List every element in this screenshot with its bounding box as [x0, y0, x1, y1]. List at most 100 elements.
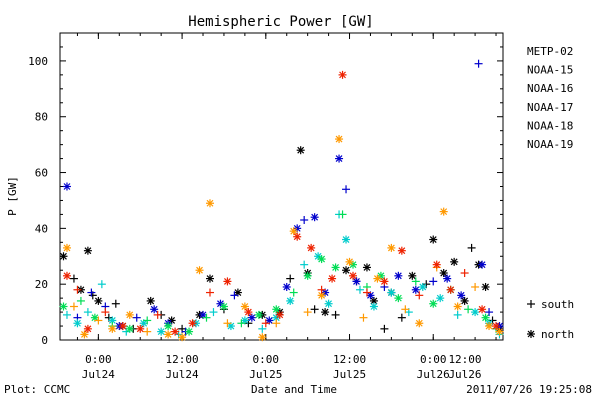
data-point-south [467, 243, 476, 252]
data-point-north-d2 [126, 325, 134, 333]
legend-entry: METP-02 [527, 45, 573, 58]
data-point-north-d2 [433, 261, 441, 269]
data-point-south [69, 274, 78, 283]
data-point-north-d2 [339, 71, 346, 79]
data-point-north [478, 305, 487, 314]
data-point-north-d2 [412, 286, 420, 294]
data-point-north-d2 [199, 311, 207, 319]
data-point-north-d2 [436, 294, 444, 302]
data-point-south [453, 310, 462, 319]
data-point-north-d2 [108, 317, 116, 324]
data-point-south [209, 308, 218, 317]
data-point-north-d2 [84, 325, 92, 333]
data-point-north-d2 [255, 311, 263, 319]
data-point-north-d2 [206, 275, 214, 283]
data-point-north [453, 302, 462, 311]
data-point-north-d2 [457, 291, 465, 299]
data-point-north [457, 291, 466, 300]
data-point-north-d2 [283, 283, 291, 291]
data-point-north-d2 [276, 311, 284, 319]
data-point-north-d2 [74, 319, 81, 327]
data-point-north-d2 [440, 269, 448, 277]
data-point-south [429, 277, 438, 286]
data-point-north-d2 [220, 303, 228, 310]
data-point-north [272, 305, 281, 314]
data-point-north [205, 274, 214, 283]
data-point-north [59, 302, 68, 311]
data-point-south [355, 285, 364, 294]
data-point-north [62, 182, 71, 191]
data-point-north [62, 271, 71, 280]
data-point-north [411, 285, 420, 294]
x-tick-date: Jul24 [82, 368, 115, 381]
data-point-north-d2 [157, 328, 165, 336]
data-point-north [188, 319, 197, 328]
data-point-north [429, 235, 438, 244]
data-point-north-d2 [307, 244, 315, 252]
data-point-south [101, 308, 110, 317]
data-point-north-d2 [286, 297, 294, 305]
data-point-north-d2 [363, 264, 371, 271]
data-point-north-d2 [394, 272, 402, 280]
data-point-south [73, 285, 82, 294]
data-point-north-d2 [454, 303, 462, 310]
data-point-north-d2 [178, 333, 186, 341]
data-point-north-d2 [398, 247, 406, 255]
data-point-north [282, 282, 291, 291]
y-axis-label: P [GW] [6, 176, 19, 216]
data-point-north [481, 313, 490, 322]
data-point-north [108, 324, 117, 333]
data-point-south [258, 324, 267, 333]
data-point-north [62, 243, 71, 252]
data-point-north [125, 324, 134, 333]
south-marker-icon [527, 300, 535, 308]
data-point-north-d2 [164, 330, 172, 338]
data-point-south [83, 308, 92, 317]
data-point-north [125, 310, 134, 319]
data-point-north-d2 [147, 297, 155, 305]
data-point-south [272, 319, 281, 328]
data-point-north-d2 [63, 183, 71, 190]
data-point-north-d2 [293, 233, 301, 241]
data-point-south [62, 310, 71, 319]
data-point-north-d2 [485, 322, 493, 330]
data-point-north [387, 243, 396, 252]
y-tick-label: 60 [35, 167, 48, 180]
data-point-north [90, 313, 99, 322]
data-point-north-d2 [328, 275, 336, 283]
data-point-north-d2 [185, 328, 193, 336]
x-tick-date: Jul25 [249, 368, 282, 381]
data-point-north [481, 282, 490, 291]
data-point-north [394, 271, 403, 280]
data-point-north [223, 277, 232, 286]
data-point-south [111, 299, 120, 308]
data-point-north-d2 [196, 266, 203, 274]
legend-entry: NOAA-17 [527, 101, 573, 114]
y-tick-label: 40 [35, 222, 48, 235]
data-point-north-d2 [429, 300, 437, 308]
x-tick-date: Jul26 [448, 368, 481, 381]
data-point-north-d2 [471, 308, 479, 316]
data-point-north [293, 232, 302, 241]
data-point-north-d2 [224, 277, 231, 285]
data-point-north [317, 255, 326, 264]
data-point-north [240, 302, 249, 311]
data-point-north-d2 [311, 213, 319, 221]
data-point-north-d2 [108, 325, 116, 333]
data-point-north-d2 [126, 311, 134, 319]
data-point-north-d2 [258, 333, 266, 341]
data-point-north [205, 199, 214, 208]
data-point-south [205, 288, 214, 297]
legend-entry: NOAA-16 [527, 82, 573, 95]
legend-entry: NOAA-18 [527, 119, 573, 132]
data-point-south [289, 288, 298, 297]
hemisphere-legend: south north [527, 298, 574, 341]
data-point-north [80, 330, 89, 339]
data-point-north [185, 327, 194, 336]
data-point-north-d2 [297, 146, 305, 154]
data-point-north [310, 213, 319, 222]
data-point-north [478, 260, 487, 269]
data-point-north [296, 146, 305, 155]
data-point-north [495, 327, 504, 336]
legend-entry: NOAA-19 [527, 138, 573, 151]
